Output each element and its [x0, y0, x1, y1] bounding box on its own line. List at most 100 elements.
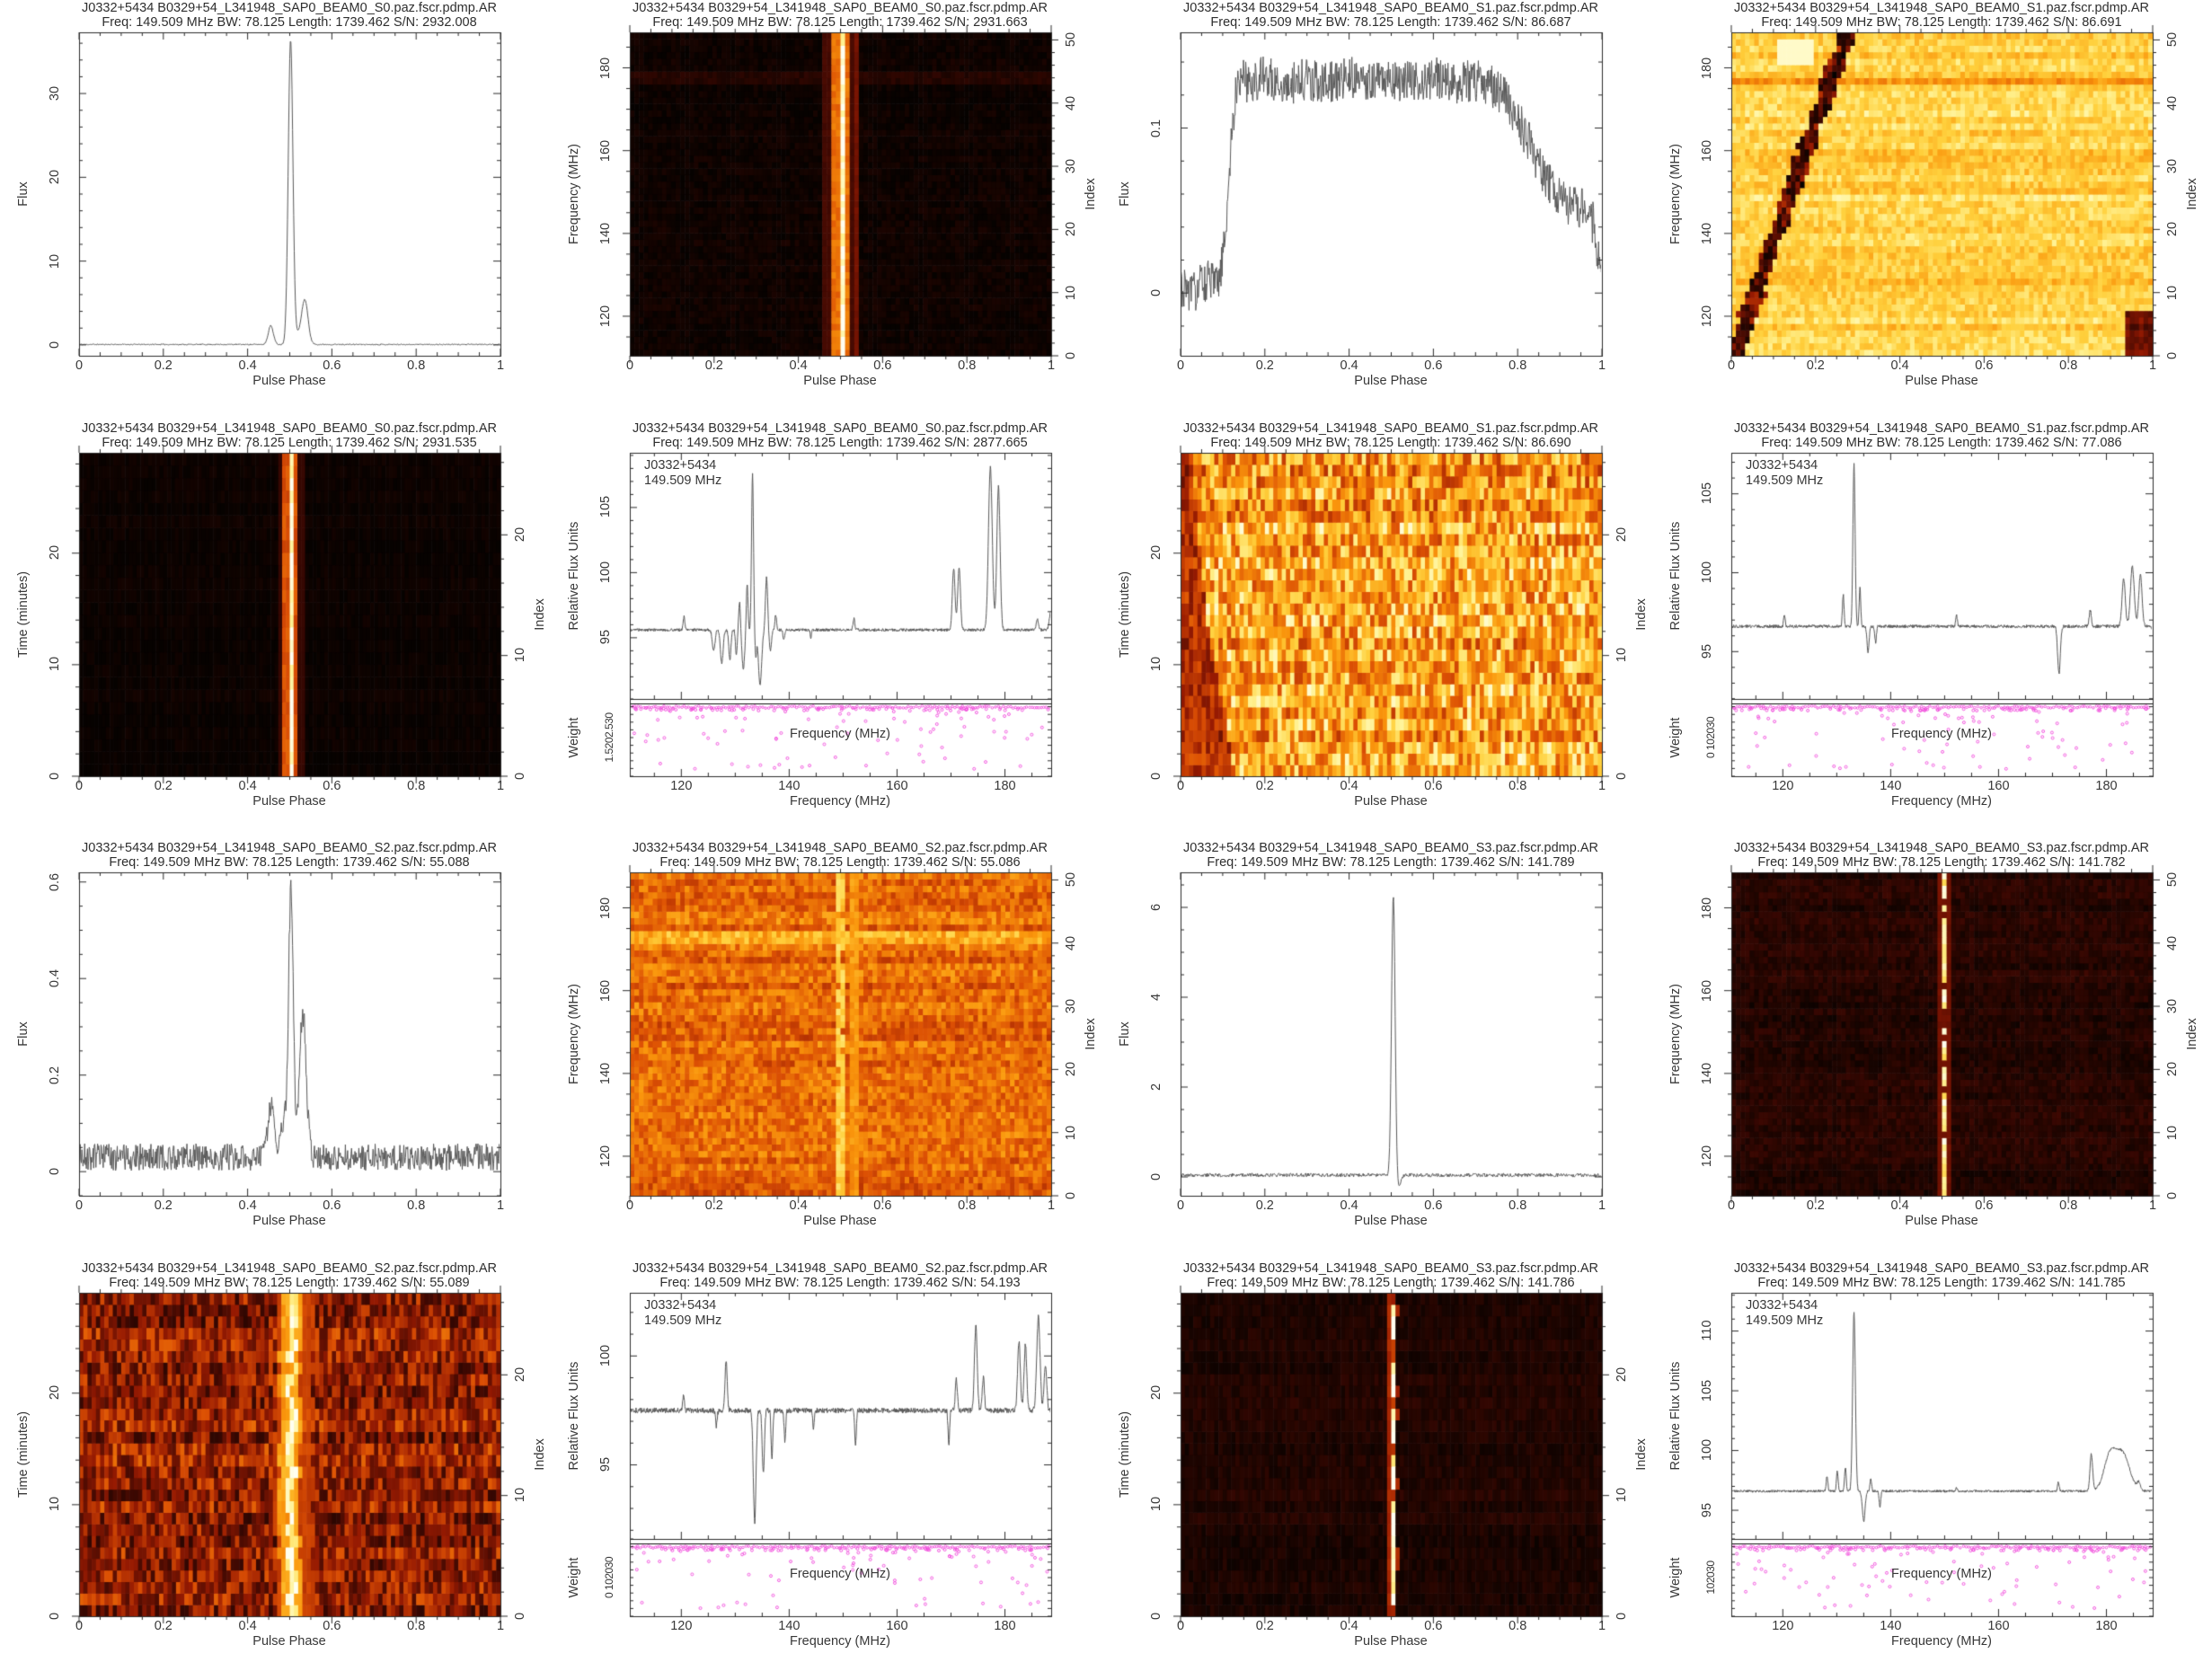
plot-title: J0332+5434 B0329+54_L341948_SAP0_BEAM0_S… [1183, 1, 1598, 15]
x-tick-label: 0.6 [323, 1198, 341, 1213]
y-tick-label: 105 [1700, 1379, 1714, 1401]
right-tick-label: 20 [1064, 1062, 1078, 1077]
right-tick-label: 20 [1064, 222, 1078, 237]
right-tick-label: 40 [2165, 95, 2180, 111]
source-name-annotation: J0332+5434 [644, 1297, 717, 1313]
right-tick-label: 30 [1064, 998, 1078, 1014]
panel-s1-bandpass: J0332+5434 B0329+54_L341948_SAP0_BEAM0_S… [1652, 420, 2203, 841]
s0-phase-time-map-plot-canvas [0, 420, 551, 841]
x-tick-label: 0.4 [238, 358, 257, 373]
y-tick-label: 110 [1700, 1320, 1714, 1341]
x-tick-label: 0.8 [2059, 1198, 2078, 1213]
frequency-annotation: 149.509 MHz [644, 1313, 722, 1328]
y-tick-label: 0 [48, 772, 62, 780]
y-tick-label: 140 [598, 1062, 613, 1084]
x-tick-label: 0.8 [1508, 778, 1527, 793]
right-tick-label: 30 [2165, 998, 2180, 1014]
x-tick-label: 0.6 [1975, 1198, 1994, 1213]
y-axis-label: Flux [1118, 181, 1132, 207]
x-tick-label: 0.4 [789, 358, 808, 373]
right-tick-label: 10 [2165, 285, 2180, 300]
x-axis-label: Frequency (MHz) [1891, 793, 1992, 809]
x-tick-label: 160 [886, 1618, 908, 1633]
x-tick-label: 120 [670, 778, 693, 793]
x-tick-label: 0 [75, 1618, 84, 1633]
frequency-annotation: 149.509 MHz [644, 473, 722, 488]
plot-title: J0332+5434 B0329+54_L341948_SAP0_BEAM0_S… [82, 841, 497, 855]
y-tick-label: 120 [1700, 1145, 1714, 1168]
s1-profile-plot-canvas [1102, 0, 1652, 420]
right-tick-label: 40 [2165, 935, 2180, 951]
right-tick-label: 50 [2165, 32, 2180, 48]
y-tick-label: 95 [1700, 643, 1714, 659]
y-tick-label: 120 [1700, 305, 1714, 328]
x-tick-label: 1 [2148, 1198, 2157, 1213]
s3-phase-time-map-plot-canvas [1102, 1260, 1652, 1680]
x-tick-label: 1 [1597, 1198, 1606, 1213]
source-name-annotation: J0332+5434 [1746, 1297, 1818, 1313]
x-tick-label: 0.2 [1255, 1198, 1274, 1213]
plot-subtitle: Freq: 149.509 MHz BW: 78.125 Length: 173… [652, 15, 1028, 30]
panel-s0-phase-time-map: J0332+5434 B0329+54_L341948_SAP0_BEAM0_S… [0, 420, 551, 841]
panel-s1-phase-time-map: J0332+5434 B0329+54_L341948_SAP0_BEAM0_S… [1102, 420, 1652, 841]
plot-title: J0332+5434 B0329+54_L341948_SAP0_BEAM0_S… [1734, 1, 2149, 15]
x-axis-label: Frequency (MHz) [1891, 1633, 1992, 1649]
plot-subtitle: Freq: 149.509 MHz BW: 78.125 Length: 173… [1761, 435, 2122, 450]
x-axis-label: Pulse Phase [1354, 1214, 1428, 1228]
right-tick-label: 20 [1615, 526, 1629, 542]
x-tick-label: 0.2 [1806, 1198, 1825, 1213]
x-tick-label: 0.6 [873, 358, 892, 373]
x-tick-label: 0.8 [1508, 1198, 1527, 1213]
y-axis-label: Time (minutes) [1118, 1410, 1132, 1498]
panel-s2-phase-time-map: J0332+5434 B0329+54_L341948_SAP0_BEAM0_S… [0, 1260, 551, 1680]
x-tick-label: 1 [496, 1618, 505, 1633]
y-tick-label: 10 [48, 657, 62, 672]
plot-subtitle: Freq: 149.509 MHz BW: 78.125 Length: 173… [1207, 855, 1575, 870]
x-tick-label: 1 [496, 1198, 505, 1213]
x-tick-label: 0 [75, 1198, 84, 1213]
y-tick-label: 105 [1700, 482, 1714, 505]
plot-subtitle: Freq: 149.509 MHz BW: 78.125 Length: 173… [109, 1275, 470, 1290]
y-tick-label: 4 [1149, 993, 1163, 1002]
y-tick-label: 20 [48, 1385, 62, 1401]
y-tick-label: 120 [598, 305, 613, 328]
s3-bandpass-plot-canvas [1652, 1260, 2203, 1680]
x-axis-label: Frequency (MHz) [790, 1633, 890, 1649]
x-tick-label: 120 [1772, 778, 1794, 793]
x-tick-label: 0.8 [407, 358, 426, 373]
x-tick-label: 0.8 [2059, 358, 2078, 373]
plot-title: J0332+5434 B0329+54_L341948_SAP0_BEAM0_S… [82, 420, 497, 436]
plot-subtitle: Freq: 149.509 MHz BW: 78.125 Length: 173… [1757, 1275, 2126, 1290]
y-tick-label: 180 [1700, 897, 1714, 919]
x-tick-label: 0.4 [238, 778, 257, 793]
x-axis-label: Pulse Phase [1354, 1633, 1428, 1649]
x-tick-label: 0.2 [154, 358, 173, 373]
panel-s1-phase-frequency-map: J0332+5434 B0329+54_L341948_SAP0_BEAM0_S… [1652, 0, 2203, 420]
right-tick-label: 0 [2165, 1191, 2180, 1200]
s2-phase-time-map-plot-canvas [0, 1260, 551, 1680]
right-tick-label: 30 [1064, 158, 1078, 174]
y-axis-label: Time (minutes) [16, 570, 31, 658]
x-tick-label: 0.2 [704, 358, 723, 373]
x-tick-label: 0 [1176, 1618, 1185, 1633]
x-tick-label: 120 [1772, 1618, 1794, 1633]
y-tick-label: 100 [1700, 561, 1714, 584]
plot-title: J0332+5434 B0329+54_L341948_SAP0_BEAM0_S… [1734, 420, 2149, 436]
x-tick-label: 0.4 [1890, 358, 1909, 373]
y-axis-label: Flux [1118, 1021, 1132, 1047]
panel-s3-phase-frequency-map: J0332+5434 B0329+54_L341948_SAP0_BEAM0_S… [1652, 840, 2203, 1260]
x-tick-label: 1 [1047, 358, 1056, 373]
panel-s3-bandpass: J0332+5434 B0329+54_L341948_SAP0_BEAM0_S… [1652, 1260, 2203, 1680]
right-tick-label: 0 [1064, 351, 1078, 360]
x-tick-label: 180 [2095, 1618, 2118, 1633]
y-tick-label: 140 [1700, 1062, 1714, 1084]
x-tick-label: 180 [994, 778, 1016, 793]
x-tick-label: 0 [75, 358, 84, 373]
right-tick-label: 0 [513, 772, 527, 780]
right-tick-label: 10 [513, 1488, 527, 1503]
x-tick-label: 0.2 [154, 1618, 173, 1633]
y-tick-label: 100 [1700, 1438, 1714, 1462]
weight-axis-label: Weight [567, 717, 581, 757]
x-axis-label: Pulse Phase [252, 793, 326, 809]
s3-profile-plot-canvas [1102, 840, 1652, 1260]
